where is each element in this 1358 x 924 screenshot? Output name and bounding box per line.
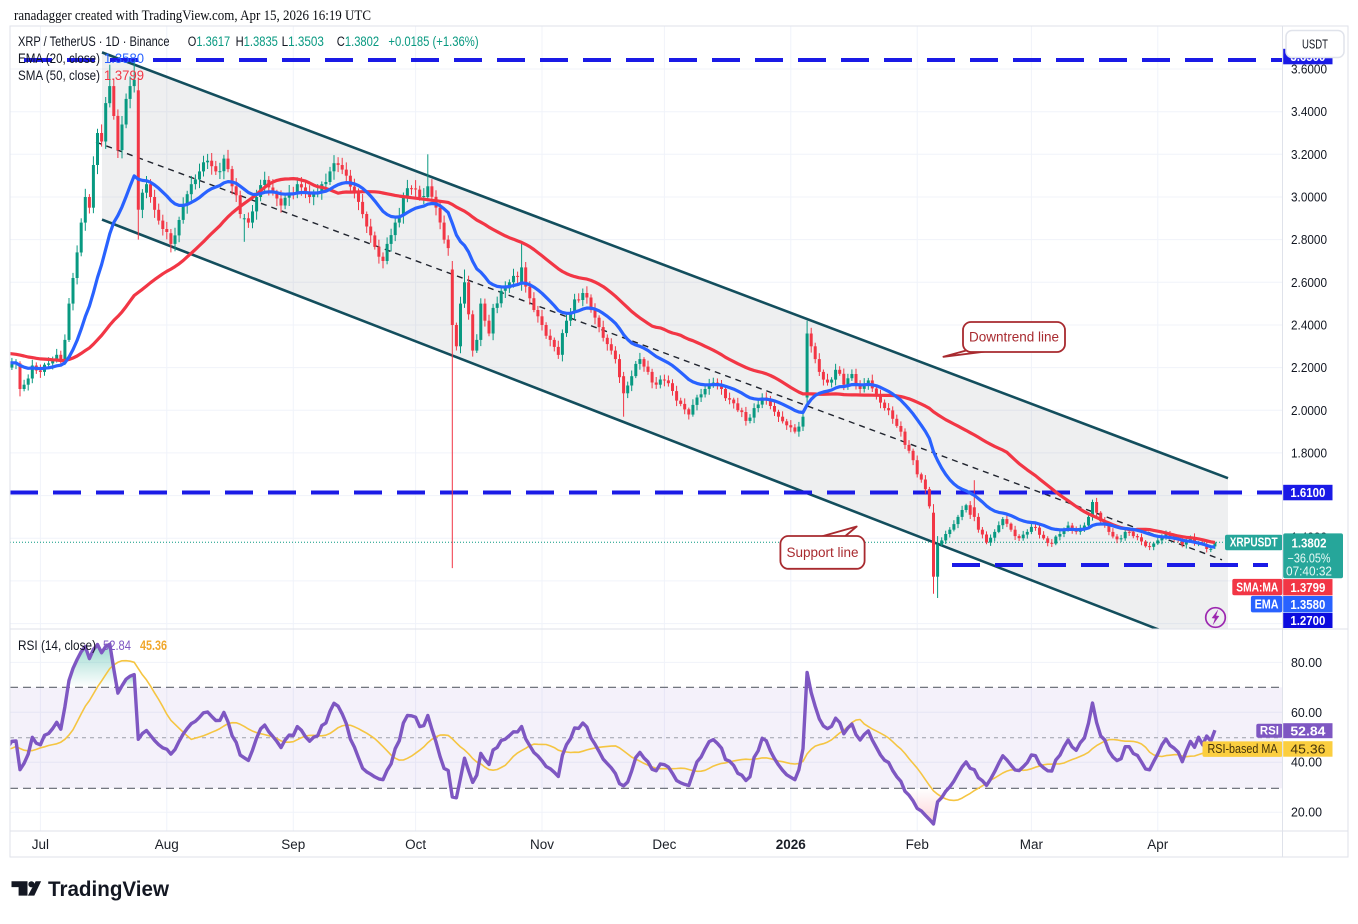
- svg-text:SMA:MA: SMA:MA: [1236, 580, 1278, 594]
- svg-text:Dec: Dec: [652, 837, 676, 852]
- svg-text:Sep: Sep: [281, 837, 305, 852]
- svg-text:1.3580: 1.3580: [1290, 598, 1325, 612]
- svg-text:80.00: 80.00: [1291, 656, 1322, 670]
- svg-text:Oct: Oct: [405, 837, 426, 852]
- svg-text:1.8000: 1.8000: [1291, 446, 1327, 460]
- svg-text:52.84: 52.84: [103, 638, 131, 653]
- svg-text:1.3799: 1.3799: [1290, 581, 1325, 595]
- svg-text:45.36: 45.36: [1290, 743, 1325, 757]
- svg-text:TradingView: TradingView: [48, 877, 169, 901]
- svg-text:20.00: 20.00: [1291, 806, 1322, 820]
- svg-text:+0.0185 (+1.36%): +0.0185 (+1.36%): [388, 34, 478, 49]
- svg-text:Mar: Mar: [1020, 837, 1044, 852]
- svg-text:1.3802: 1.3802: [1292, 535, 1327, 550]
- svg-text:RSI-based MA: RSI-based MA: [1208, 742, 1279, 756]
- svg-text:2026: 2026: [776, 837, 807, 852]
- svg-text:ranadagger created with Tradin: ranadagger created with TradingView.com,…: [14, 8, 371, 24]
- svg-text:Nov: Nov: [530, 837, 554, 852]
- svg-text:Feb: Feb: [906, 837, 929, 852]
- svg-text:H1.3835: H1.3835: [236, 34, 278, 49]
- svg-text:1.2700: 1.2700: [1290, 614, 1325, 628]
- svg-text:C1.3802: C1.3802: [337, 34, 379, 49]
- svg-text:45.36: 45.36: [140, 638, 167, 653]
- svg-text:USDT: USDT: [1302, 38, 1328, 52]
- svg-text:3.6000: 3.6000: [1291, 63, 1327, 77]
- svg-text:Downtrend line: Downtrend line: [969, 330, 1059, 345]
- svg-text:EMA: EMA: [1255, 597, 1279, 611]
- svg-text:SMA (50, close): SMA (50, close): [18, 68, 100, 83]
- svg-text:40.00: 40.00: [1291, 756, 1322, 770]
- svg-text:Support line: Support line: [786, 545, 858, 560]
- svg-text:1.6100: 1.6100: [1290, 486, 1325, 500]
- svg-text:Jul: Jul: [32, 837, 49, 852]
- svg-text:2.2000: 2.2000: [1291, 361, 1327, 375]
- svg-text:1.3580: 1.3580: [104, 51, 144, 66]
- svg-text:52.84: 52.84: [1290, 724, 1325, 738]
- svg-text:O1.3617: O1.3617: [188, 34, 230, 49]
- svg-text:Apr: Apr: [1147, 837, 1169, 852]
- svg-text:RSI: RSI: [1260, 724, 1279, 738]
- svg-text:2.6000: 2.6000: [1291, 276, 1327, 290]
- svg-text:2.4000: 2.4000: [1291, 319, 1327, 333]
- svg-text:XRPUSDT: XRPUSDT: [1230, 536, 1278, 550]
- svg-text:60.00: 60.00: [1291, 706, 1322, 720]
- svg-text:3.2000: 3.2000: [1291, 148, 1327, 162]
- svg-text:XRP / TetherUS · 1D · Binance: XRP / TetherUS · 1D · Binance: [18, 34, 170, 49]
- svg-text:L1.3503: L1.3503: [282, 34, 324, 49]
- svg-text:Aug: Aug: [155, 837, 179, 852]
- svg-text:3.0000: 3.0000: [1291, 191, 1327, 205]
- svg-text:07:40:32: 07:40:32: [1286, 565, 1332, 579]
- svg-text:2.0000: 2.0000: [1291, 404, 1327, 418]
- svg-text:1.3799: 1.3799: [104, 68, 144, 83]
- svg-text:3.4000: 3.4000: [1291, 105, 1327, 119]
- svg-text:2.8000: 2.8000: [1291, 233, 1327, 247]
- svg-text:−36.05%: −36.05%: [1288, 551, 1331, 565]
- svg-text:EMA (20, close): EMA (20, close): [18, 51, 100, 66]
- svg-text:RSI (14, close): RSI (14, close): [18, 638, 96, 653]
